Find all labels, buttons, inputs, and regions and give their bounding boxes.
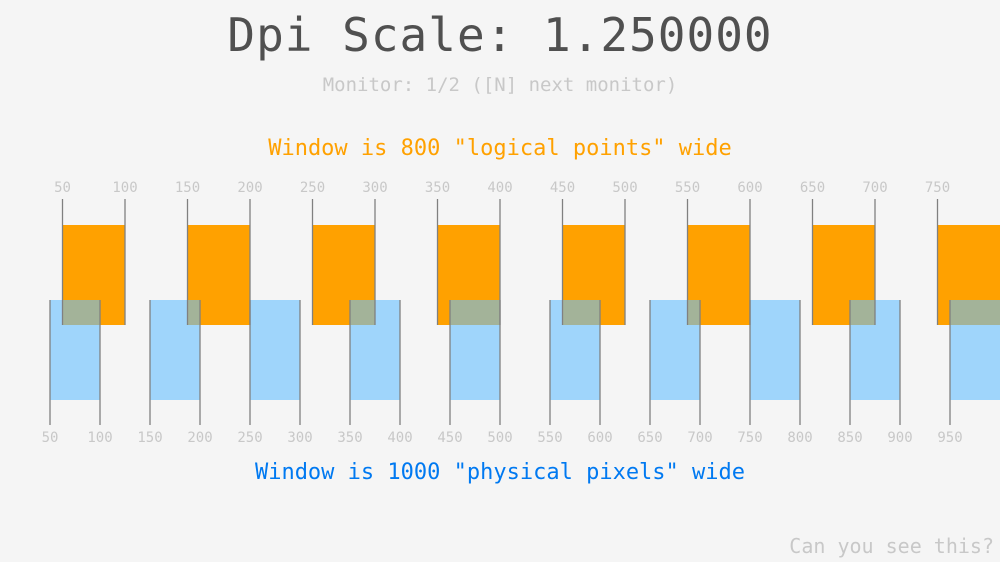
physical-tick-label: 100 bbox=[87, 430, 112, 446]
logical-tick-label: 550 bbox=[675, 180, 700, 196]
monitor-info: Monitor: 1/2 ([N] next monitor) bbox=[322, 74, 678, 96]
physical-tick-label: 600 bbox=[587, 430, 612, 446]
physical-rect bbox=[250, 300, 300, 400]
dpi-scale-title: Dpi Scale: 1.250000 bbox=[227, 8, 773, 62]
logical-points-caption: Window is 800 "logical points" wide bbox=[268, 136, 732, 161]
physical-rect bbox=[150, 300, 200, 400]
logical-tick-label: 500 bbox=[612, 180, 637, 196]
logical-tick-label: 200 bbox=[237, 180, 262, 196]
logical-tick-label: 250 bbox=[300, 180, 325, 196]
logical-tick-label: 150 bbox=[175, 180, 200, 196]
logical-tick-label: 50 bbox=[54, 180, 71, 196]
physical-rect bbox=[750, 300, 800, 400]
physical-tick-label: 450 bbox=[437, 430, 462, 446]
physical-tick-label: 150 bbox=[137, 430, 162, 446]
physical-pixels-caption: Window is 1000 "physical pixels" wide bbox=[254, 460, 746, 485]
logical-tick-label: 700 bbox=[862, 180, 887, 196]
physical-tick-label: 700 bbox=[687, 430, 712, 446]
physical-tick-label: 400 bbox=[387, 430, 412, 446]
physical-rect bbox=[650, 300, 700, 400]
physical-rect bbox=[450, 300, 500, 400]
logical-tick-label: 600 bbox=[737, 180, 762, 196]
physical-rect bbox=[550, 300, 600, 400]
physical-tick-label: 50 bbox=[42, 430, 59, 446]
corner-text: Can you see this? bbox=[789, 534, 994, 558]
physical-rect bbox=[50, 300, 100, 400]
logical-tick-label: 300 bbox=[362, 180, 387, 196]
physical-tick-label: 750 bbox=[737, 430, 762, 446]
physical-tick-label: 900 bbox=[887, 430, 912, 446]
logical-tick-label: 350 bbox=[425, 180, 450, 196]
logical-tick-label: 750 bbox=[925, 180, 950, 196]
logical-tick-label: 650 bbox=[800, 180, 825, 196]
physical-tick-label: 350 bbox=[337, 430, 362, 446]
logical-tick-label: 100 bbox=[112, 180, 137, 196]
physical-tick-label: 200 bbox=[187, 430, 212, 446]
physical-tick-label: 300 bbox=[287, 430, 312, 446]
physical-rect bbox=[950, 300, 1000, 400]
physical-tick-label: 950 bbox=[937, 430, 962, 446]
physical-tick-label: 500 bbox=[487, 430, 512, 446]
logical-tick-label: 400 bbox=[487, 180, 512, 196]
logical-tick-label: 450 bbox=[550, 180, 575, 196]
physical-tick-label: 800 bbox=[787, 430, 812, 446]
physical-tick-label: 650 bbox=[637, 430, 662, 446]
physical-tick-label: 250 bbox=[237, 430, 262, 446]
physical-tick-label: 850 bbox=[837, 430, 862, 446]
physical-tick-label: 550 bbox=[537, 430, 562, 446]
